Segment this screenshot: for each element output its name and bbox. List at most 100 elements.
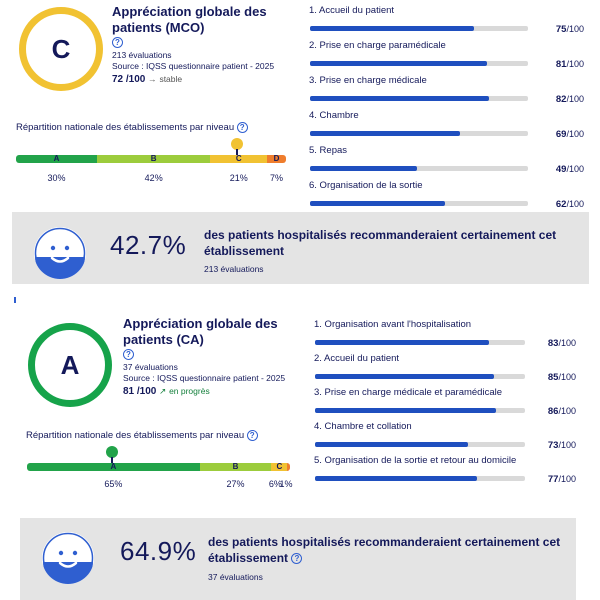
indicator-score: 86/100 [548, 406, 576, 417]
overall-score: 72 /100 [112, 74, 146, 85]
distribution-percent: 1% [279, 479, 293, 489]
indicator-item: 3. Prise en charge médicale 82/100 [309, 74, 584, 109]
help-circle-icon[interactable]: ? [246, 430, 258, 441]
distribution-segment: A [16, 154, 97, 163]
indicator-score: 83/100 [548, 338, 576, 349]
indicator-label: 2. Prise en charge paramédicale [309, 40, 446, 51]
indicator-progress-track [310, 61, 528, 66]
indicator-progress-track [310, 166, 528, 171]
indicator-list: 1. Accueil du patient 75/100 2. Prise en c… [309, 4, 584, 214]
arrow-up-right-icon: ↗ [159, 386, 167, 396]
indicator-progress-fill [310, 201, 446, 206]
indicator-progress-fill [315, 374, 494, 379]
indicator-score-max: /100 [558, 338, 576, 348]
indicator-progress-track [315, 408, 525, 413]
distribution-percent: 6% [268, 479, 282, 489]
indicator-score: 82/100 [556, 94, 584, 105]
indicator-item: 4. Chambre et collation 73/100 [314, 420, 576, 454]
card-info: Appréciation globale des patients (CA) ?… [123, 316, 293, 397]
indicator-item: 4. Chambre 69/100 [309, 109, 584, 144]
indicator-item: 2. Accueil du patient 85/100 [314, 352, 576, 386]
segment-letter: D [273, 154, 280, 163]
indicator-score-max: /100 [566, 199, 584, 209]
indicator-score-max: /100 [558, 406, 576, 416]
indicator-score-value: 73 [547, 440, 559, 451]
indicator-score-value: 85 [547, 372, 559, 383]
distribution-percent: 21% [229, 173, 248, 183]
distribution-label: Répartition nationale des établissements… [26, 430, 258, 441]
card-separator [14, 297, 16, 303]
distribution-segment: D [267, 154, 286, 163]
grade-badge: A [28, 323, 112, 407]
segment-letter: B [150, 154, 157, 163]
indicator-progress-track [310, 201, 528, 206]
distribution-label-text: Répartition nationale des établissements… [26, 430, 245, 442]
distribution-label-text: Répartition nationale des établissements… [16, 122, 235, 134]
help-circle-icon[interactable]: ? [123, 349, 134, 361]
distribution-percent: 30% [47, 173, 66, 183]
distribution-percent: 42% [144, 173, 163, 183]
smiley-face-icon [34, 227, 86, 279]
distribution-segment: A [27, 462, 200, 471]
indicator-item: 3. Prise en charge médicale et paramédic… [314, 386, 576, 420]
indicator-label: 4. Chambre et collation [314, 421, 412, 432]
grade-position-marker [231, 138, 243, 157]
indicator-progress-fill [315, 442, 469, 447]
indicator-label: 1. Organisation avant l'hospitalisation [314, 319, 472, 330]
indicator-score-max: /100 [558, 372, 576, 382]
indicator-score-value: 69 [555, 129, 567, 140]
indicator-progress-fill [315, 476, 477, 481]
smiley-face-icon [42, 532, 94, 584]
indicator-score: 73/100 [548, 440, 576, 451]
segment-letter: A [53, 154, 60, 163]
indicator-score: 85/100 [548, 372, 576, 383]
card-info: Appréciation globale des patients (MCO) … [112, 4, 287, 85]
recommend-text: des patients hospitalisés recommanderaie… [208, 534, 563, 566]
distribution-label: Répartition nationale des établissements… [16, 122, 248, 133]
indicator-score-max: /100 [566, 129, 584, 139]
arrow-right-icon: → [148, 74, 157, 84]
indicator-score: 81/100 [556, 59, 584, 70]
indicator-item: 1. Organisation avant l'hospitalisation 8… [314, 318, 576, 352]
indicator-score-max: /100 [566, 59, 584, 69]
indicator-score-value: 75 [555, 24, 567, 35]
indicator-label: 6. Organisation de la sortie [309, 180, 423, 191]
indicator-score-max: /100 [566, 164, 584, 174]
indicator-item: 1. Accueil du patient 75/100 [309, 4, 584, 39]
recommendation-panel: 42.7% des patients hospitalisés recomman… [12, 212, 589, 284]
recommend-text-label: des patients hospitalisés recommanderaie… [208, 535, 561, 565]
trend-label: stable [159, 74, 183, 84]
segment-letter: B [232, 462, 239, 471]
segment-letter: C [235, 154, 242, 163]
indicator-score: 62/100 [556, 199, 584, 210]
distribution-segment: B [199, 462, 272, 471]
indicator-label: 1. Accueil du patient [309, 5, 395, 16]
distribution-percent: 65% [104, 479, 123, 489]
trend-label: en progrès [169, 386, 210, 396]
indicator-progress-track [310, 26, 528, 31]
indicator-progress-fill [315, 408, 496, 413]
indicator-score-value: 86 [547, 406, 559, 417]
indicator-score-value: 62 [555, 199, 567, 210]
indicator-progress-track [315, 476, 525, 481]
distribution-segment: B [97, 154, 211, 163]
indicator-score-value: 77 [547, 474, 559, 485]
recommend-text: des patients hospitalisés recommanderaie… [204, 227, 574, 259]
distribution-bar: A B C [27, 462, 290, 471]
recommend-count: 213 évaluations [204, 264, 264, 274]
segment-letter: A [110, 462, 117, 471]
help-circle-icon[interactable]: ? [236, 122, 248, 133]
overall-score-row: 72 /100 → stable [112, 74, 287, 85]
evaluations-count: 213 évaluations [112, 50, 172, 60]
indicator-label: 3. Prise en charge médicale [309, 75, 427, 86]
indicator-item: 2. Prise en charge paramédicale 81/100 [309, 39, 584, 74]
help-circle-icon[interactable]: ? [291, 553, 303, 565]
indicator-label: 4. Chambre [309, 110, 359, 121]
indicator-list: 1. Organisation avant l'hospitalisation 8… [314, 318, 576, 488]
indicator-score: 69/100 [556, 129, 584, 140]
indicator-progress-fill [310, 61, 487, 66]
indicator-score: 77/100 [548, 474, 576, 485]
distribution-segment: C [210, 154, 268, 163]
help-circle-icon[interactable]: ? [112, 37, 123, 49]
indicator-score: 75/100 [556, 24, 584, 35]
